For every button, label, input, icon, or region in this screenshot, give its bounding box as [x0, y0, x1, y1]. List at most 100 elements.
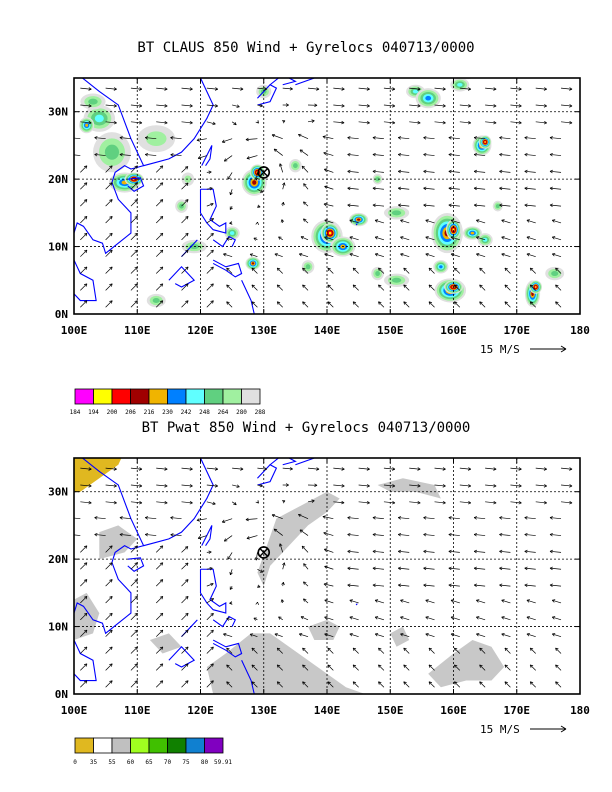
wind-vector	[504, 301, 511, 308]
pwat-moist-region	[390, 626, 410, 647]
wind-vector	[105, 87, 117, 91]
wind-vector	[94, 532, 106, 537]
y-tick-label: 10N	[48, 241, 68, 254]
colorbar-1: 184 194 200 206 216 230 242 248 264 280 288	[70, 388, 266, 416]
wind-vector	[246, 155, 258, 160]
x-tick-label: 180	[570, 324, 590, 337]
colorbar-label: 59.91	[214, 759, 232, 766]
wind-vector	[535, 500, 547, 505]
wind-vector	[155, 300, 164, 308]
wind-vector	[254, 172, 259, 181]
wind-vector	[425, 253, 435, 258]
wind-vector	[206, 566, 213, 571]
wind-vector	[119, 532, 131, 537]
wind-vector	[448, 152, 460, 157]
wind-vector	[206, 266, 214, 274]
wind-vector	[501, 236, 511, 241]
coastline-mainland	[74, 458, 145, 694]
wind-vector	[501, 599, 511, 604]
vector-scale-arrow	[530, 725, 567, 733]
wind-vector	[226, 681, 233, 688]
pwat-low-region	[74, 458, 122, 492]
wind-vector	[501, 253, 511, 258]
wind-vector	[510, 87, 522, 91]
colorbar-label: 0	[73, 759, 77, 766]
wind-vector	[206, 501, 216, 506]
wind-vector	[231, 121, 237, 126]
wind-vector	[372, 136, 384, 140]
wind-vector	[448, 516, 460, 520]
wind-vector	[130, 300, 138, 308]
wind-vector	[206, 186, 213, 191]
cloud-cell	[328, 231, 332, 235]
wind-vector	[226, 237, 233, 241]
wind-vector	[324, 168, 334, 173]
wind-vector	[105, 579, 113, 587]
wind-vector	[374, 616, 385, 621]
wind-vector	[257, 103, 263, 108]
wind-vector	[223, 155, 233, 162]
wind-vector	[560, 467, 573, 471]
wind-vector	[74, 154, 81, 156]
colorbar-swatch	[185, 388, 205, 405]
cloud-cell	[152, 298, 160, 304]
wind-vector	[181, 467, 193, 471]
wind-vector	[423, 169, 435, 174]
wind-vector	[434, 484, 446, 488]
wind-vector	[383, 467, 396, 471]
wind-vector	[105, 596, 113, 604]
wind-vector	[105, 545, 113, 553]
wind-vector	[524, 203, 536, 207]
wind-vector	[327, 647, 334, 654]
y-tick-label: 30N	[48, 486, 68, 499]
wind-vector	[398, 169, 410, 174]
wind-vector	[281, 500, 286, 504]
wind-vector	[448, 583, 460, 587]
wind-vector	[255, 120, 259, 124]
cloud-cell	[357, 218, 361, 221]
wind-vector	[524, 549, 536, 554]
wind-vector	[307, 87, 320, 91]
x-tick-label: 140E	[314, 324, 341, 337]
wind-vector	[105, 165, 113, 173]
wind-vector	[323, 151, 334, 156]
wind-vector	[485, 120, 497, 125]
wind-vector	[409, 500, 421, 505]
wind-vector	[300, 616, 309, 621]
wind-vector	[130, 545, 138, 553]
wind-vector	[251, 647, 258, 654]
cloud-cell	[229, 231, 235, 235]
wind-vector	[281, 120, 286, 124]
wind-vector	[301, 165, 309, 173]
wind-vector	[298, 633, 309, 638]
cloud-cell	[305, 264, 311, 270]
wind-vector	[80, 579, 88, 587]
colorbar-2: 0 35 55 60 65 70 75 80 59.91	[73, 737, 232, 766]
wind-vector	[499, 186, 511, 191]
wind-vector	[428, 681, 435, 688]
colorbar-label: 75	[182, 759, 190, 766]
wind-vector	[257, 467, 268, 471]
cloud-cell	[94, 114, 104, 123]
wind-vector	[206, 646, 214, 654]
wind-vector	[74, 534, 81, 536]
wind-vector	[155, 629, 164, 637]
wind-vector	[400, 633, 410, 638]
wind-vector	[229, 189, 233, 196]
wind-vector	[130, 562, 138, 570]
wind-vector	[181, 232, 189, 241]
wind-vector	[524, 566, 536, 571]
wind-vector	[80, 680, 88, 688]
wind-vector	[526, 253, 536, 258]
wind-vector	[352, 681, 359, 688]
wind-vector	[298, 513, 309, 520]
wind-vector	[403, 284, 410, 291]
wind-vector	[551, 633, 562, 638]
wind-vector	[378, 647, 385, 654]
x-tick-label: 110E	[124, 324, 151, 337]
wind-vector	[271, 513, 283, 520]
wind-vector	[526, 633, 536, 638]
wind-vector	[476, 616, 486, 621]
wind-vector	[383, 87, 396, 91]
wind-vector	[524, 186, 536, 191]
